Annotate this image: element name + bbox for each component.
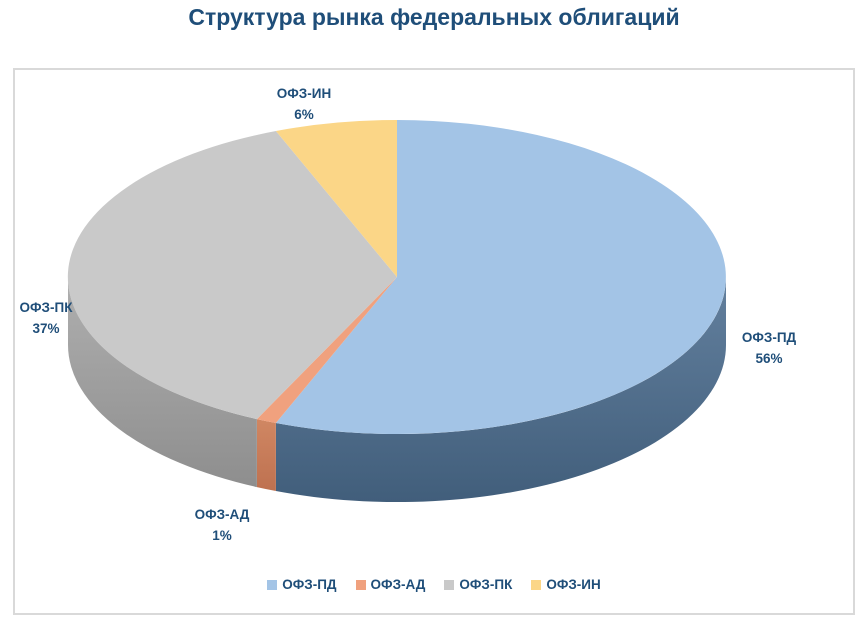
data-label-category: ОФЗ-АД bbox=[194, 507, 250, 522]
legend-swatch-icon bbox=[267, 579, 278, 590]
pie-side-0 bbox=[275, 277, 726, 503]
data-label-ofz-pd: ОФЗ-ПД 56% bbox=[742, 327, 796, 369]
chart-title: Структура рынка федеральных облигаций bbox=[188, 4, 680, 30]
chart-plot-area: ОФЗ-ИН 6% ОФЗ-ПК 37% ОФЗ-ПД 56% ОФЗ-АД 1… bbox=[13, 68, 855, 615]
data-label-percent: 56% bbox=[755, 351, 783, 366]
chart-legend: ОФЗ-ПД ОФЗ-АД ОФЗ-ПК ОФЗ-ИН bbox=[15, 577, 853, 592]
pie-slice-3 bbox=[275, 119, 397, 277]
pie-slice-2 bbox=[67, 131, 398, 420]
legend-label: ОФЗ-АД bbox=[370, 577, 426, 592]
pie-side-2 bbox=[67, 277, 257, 488]
pie-slice-1 bbox=[256, 277, 397, 423]
legend-swatch-icon bbox=[355, 579, 366, 590]
legend-item-ofz-ad: ОФЗ-АД bbox=[355, 577, 426, 592]
pie-chart bbox=[67, 119, 726, 503]
legend-item-ofz-pk: ОФЗ-ПК bbox=[444, 577, 512, 592]
pie-slice-0 bbox=[275, 120, 726, 434]
data-label-ofz-ad: ОФЗ-АД 1% bbox=[195, 504, 250, 546]
legend-swatch-icon bbox=[444, 579, 455, 590]
legend-label: ОФЗ-ИН bbox=[546, 577, 601, 592]
data-label-ofz-pk: ОФЗ-ПК 37% bbox=[20, 297, 73, 339]
legend-swatch-icon bbox=[531, 579, 542, 590]
data-label-category: ОФЗ-ПК bbox=[19, 300, 73, 315]
data-label-category: ОФЗ-ПД bbox=[741, 330, 797, 345]
legend-item-ofz-in: ОФЗ-ИН bbox=[531, 577, 601, 592]
data-label-percent: 1% bbox=[212, 528, 232, 543]
data-label-ofz-in: ОФЗ-ИН 6% bbox=[277, 83, 331, 125]
legend-item-ofz-pd: ОФЗ-ПД bbox=[267, 577, 337, 592]
pie-side-1 bbox=[256, 419, 276, 491]
data-label-percent: 6% bbox=[294, 107, 314, 122]
data-label-category: ОФЗ-ИН bbox=[276, 86, 332, 101]
legend-label: ОФЗ-ПК bbox=[459, 577, 513, 592]
data-label-percent: 37% bbox=[32, 321, 60, 336]
legend-label: ОФЗ-ПД bbox=[282, 577, 337, 592]
